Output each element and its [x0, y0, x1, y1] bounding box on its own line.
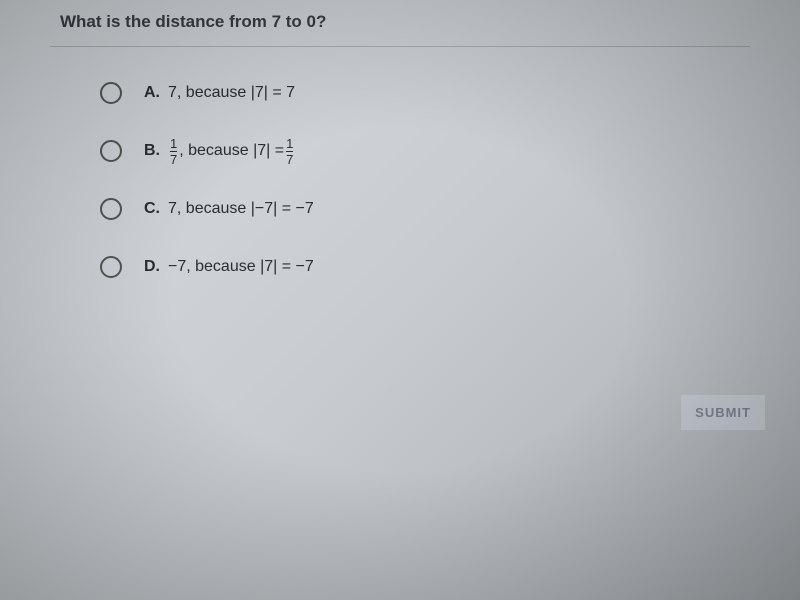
option-b-mid-text: , because |7| =: [179, 142, 284, 160]
option-d-text: −7, because |7| = −7: [168, 258, 314, 276]
option-c-text: 7, because |−7| = −7: [168, 200, 314, 218]
submit-button[interactable]: SUBMIT: [681, 395, 765, 430]
option-b-fraction-2: 1 7: [286, 137, 293, 166]
option-b-fraction-1: 1 7: [170, 137, 177, 166]
option-b-frac2-den: 7: [286, 151, 293, 166]
option-b-frac1-den: 7: [170, 151, 177, 166]
option-a-letter: A.: [144, 84, 160, 102]
option-c-row[interactable]: C. 7, because |−7| = −7: [100, 193, 800, 225]
header-divider: [50, 46, 750, 47]
question-prompt: What is the distance from 7 to 0?: [0, 0, 800, 46]
option-b-letter: B.: [144, 142, 160, 160]
option-b-frac2-num: 1: [286, 137, 293, 151]
option-a-row[interactable]: A. 7, because |7| = 7: [100, 77, 800, 109]
radio-c[interactable]: [100, 198, 122, 220]
option-d-letter: D.: [144, 258, 160, 276]
option-b-row[interactable]: B. 1 7 , because |7| = 1 7: [100, 135, 800, 167]
option-b-frac1-num: 1: [170, 137, 177, 151]
radio-a[interactable]: [100, 82, 122, 104]
option-c-letter: C.: [144, 200, 160, 218]
radio-d[interactable]: [100, 256, 122, 278]
options-list: A. 7, because |7| = 7 B. 1 7 , because |…: [0, 47, 800, 283]
option-a-text: 7, because |7| = 7: [168, 84, 295, 102]
radio-b[interactable]: [100, 140, 122, 162]
option-b-text: 1 7 , because |7| = 1 7: [168, 137, 295, 166]
option-d-row[interactable]: D. −7, because |7| = −7: [100, 251, 800, 283]
